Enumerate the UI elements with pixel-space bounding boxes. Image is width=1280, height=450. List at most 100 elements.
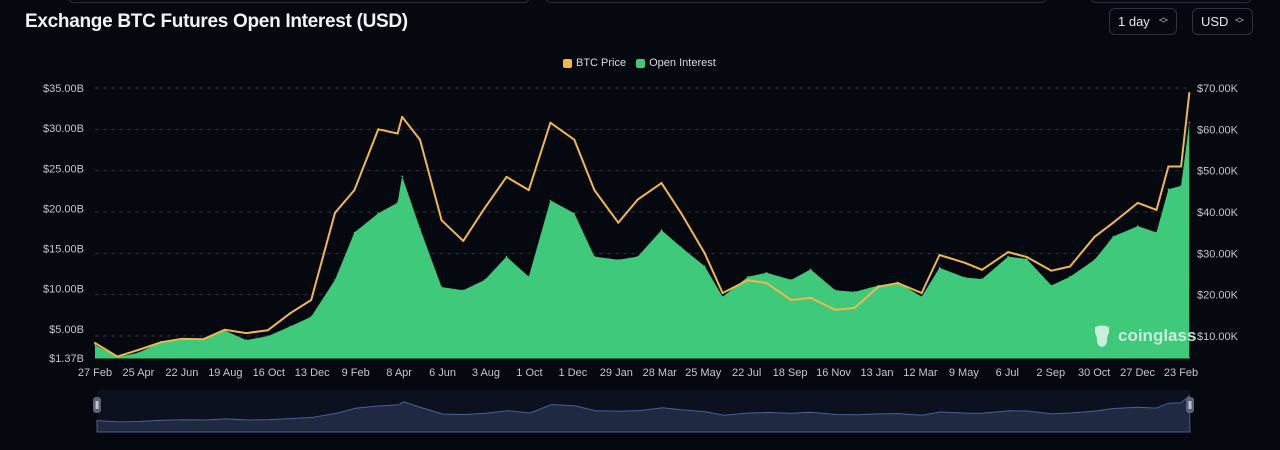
open-interest-point	[1112, 235, 1115, 238]
legend-label-btc-price: BTC Price	[576, 57, 627, 69]
open-interest-point	[549, 199, 552, 202]
legend-item-btc-price[interactable]: BTC Price	[563, 57, 626, 69]
right-axis-tick-label: $30.00K	[1197, 248, 1239, 260]
x-axis-tick-label: 13 Jan	[860, 367, 893, 379]
right-axis-tick-label: $50.00K	[1197, 166, 1239, 178]
btc-price-point	[1180, 165, 1183, 168]
left-axis-tick-label: $20.00B	[43, 203, 84, 215]
btc-price-point	[1025, 256, 1028, 259]
open-interest-point	[747, 275, 749, 278]
btc-price-point	[1112, 221, 1115, 224]
btc-price-point	[1167, 165, 1170, 168]
btc-price-point	[180, 337, 183, 340]
btc-price-point	[896, 282, 899, 285]
right-axis-tick-label: $40.00K	[1197, 207, 1239, 219]
left-axis-tick-label: $15.00B	[43, 244, 84, 256]
legend-item-open-interest[interactable]: Open Interest	[636, 57, 716, 69]
right-axis-tick-label: $60.00K	[1197, 124, 1239, 136]
btc-price-point	[94, 341, 96, 344]
chart-legend: BTC Price Open Interest	[563, 57, 716, 69]
open-interest-point	[334, 279, 336, 281]
btc-price-point	[1136, 201, 1139, 204]
open-interest-point	[1188, 121, 1191, 124]
x-axis-tick-label: 12 Mar	[903, 367, 938, 379]
chevron-updown-icon: ︿ ﹀	[1158, 12, 1168, 29]
btc-price-point	[660, 182, 663, 185]
open-interest-point	[1050, 284, 1053, 287]
open-interest-point	[245, 339, 248, 341]
legend-swatch-open-interest	[636, 58, 646, 68]
btc-price-point	[527, 189, 530, 192]
open-interest-point	[505, 255, 508, 258]
btc-price-point	[877, 285, 880, 288]
x-axis-tick-label: 30 Oct	[1078, 367, 1110, 379]
btc-price-point	[920, 291, 923, 294]
btc-price-point	[160, 341, 163, 344]
open-interest-area	[95, 122, 1190, 358]
open-interest-point	[938, 267, 941, 269]
x-axis-tick-label: 13 Dec	[295, 367, 330, 379]
open-interest-point	[462, 289, 465, 292]
open-interest-point	[267, 335, 269, 337]
x-axis-tick-label: 1 Dec	[558, 367, 587, 379]
open-interest-point	[440, 286, 443, 288]
open-interest-point	[765, 271, 768, 274]
btc-price-point	[334, 211, 337, 214]
x-axis-tick-label: 28 Mar	[643, 367, 678, 379]
open-interest-point	[528, 275, 530, 278]
open-interest-point	[310, 316, 312, 318]
interval-select[interactable]: 1 day ︿ ﹀	[1109, 8, 1177, 35]
open-interest-point	[636, 255, 639, 258]
open-interest-point	[1167, 188, 1170, 190]
open-interest-point	[981, 278, 983, 280]
interval-select-value: 1 day	[1118, 14, 1150, 29]
navigator-handle-grip-icon	[1188, 401, 1192, 409]
currency-select[interactable]: USD ︿ ﹀	[1192, 8, 1253, 35]
legend-swatch-btc-price	[563, 58, 572, 68]
btc-price-point	[746, 279, 749, 282]
btc-price-point	[981, 268, 984, 271]
btc-price-point	[1050, 269, 1053, 272]
x-axis-tick-label: 29 Jan	[600, 367, 633, 379]
x-axis-tick-label: 25 Apr	[123, 367, 155, 379]
btc-price-line	[94, 92, 1191, 358]
chevron-updown-icon: ︿ ﹀	[1234, 12, 1244, 29]
open-interest-point	[94, 344, 96, 346]
btc-price-point	[310, 299, 313, 302]
x-axis-tick-label: 16 Oct	[253, 367, 285, 379]
btc-price-point	[1188, 91, 1191, 94]
open-interest-point	[1137, 225, 1139, 227]
btc-price-point	[462, 239, 465, 242]
open-interest-point	[593, 255, 596, 258]
x-axis-tick-label: 6 Jul	[996, 367, 1019, 379]
open-interest-point	[1025, 258, 1028, 260]
x-axis-tick-label: 9 Feb	[342, 367, 370, 379]
btc-price-point	[617, 221, 620, 224]
btc-price-point	[765, 282, 768, 285]
btc-price-point	[593, 189, 596, 192]
x-axis-tick-label: 19 Aug	[208, 367, 242, 379]
btc-price-point	[289, 312, 292, 315]
x-axis-tick-label: 6 Jun	[429, 367, 456, 379]
open-interest-point	[396, 202, 399, 204]
x-axis-tick-label: 1 Oct	[516, 367, 542, 379]
btc-price-point	[679, 211, 682, 214]
btc-price-point	[1068, 265, 1071, 268]
btc-price-point	[573, 138, 576, 141]
open-interest-point	[834, 289, 836, 292]
open-interest-point	[1069, 275, 1071, 278]
btc-price-point	[202, 338, 205, 341]
x-axis-tick-label: 8 Apr	[386, 367, 412, 379]
open-interest-point	[377, 212, 380, 215]
btc-price-point	[137, 349, 140, 352]
btc-price-point	[703, 252, 706, 255]
btc-price-point	[396, 132, 399, 135]
right-axis-tick-label: $20.00K	[1197, 290, 1239, 302]
open-interest-point	[353, 231, 356, 234]
btc-price-point	[245, 332, 248, 335]
open-interest-point	[617, 259, 620, 261]
open-interest-point	[1007, 255, 1009, 258]
btc-price-point	[116, 355, 119, 358]
x-axis-tick-label: 27 Feb	[78, 367, 112, 379]
btc-price-point	[834, 308, 837, 311]
